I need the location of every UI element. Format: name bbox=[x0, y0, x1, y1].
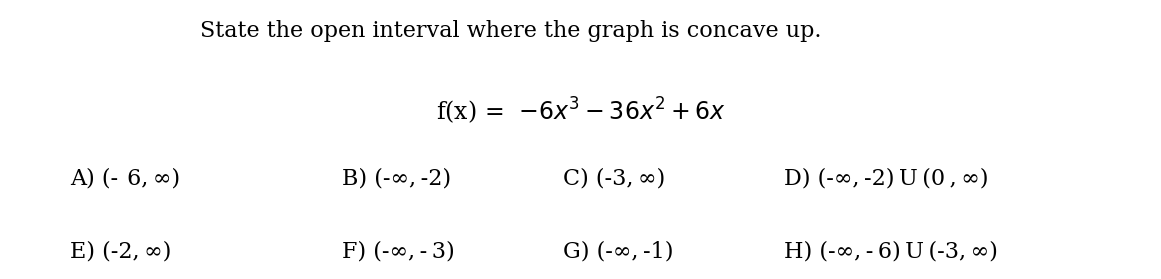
Text: C) (-3, ∞): C) (-3, ∞) bbox=[563, 168, 665, 189]
Text: D) (-∞, -2) U (0 , ∞): D) (-∞, -2) U (0 , ∞) bbox=[784, 168, 988, 189]
Text: A) (-  6, ∞): A) (- 6, ∞) bbox=[70, 168, 180, 189]
Text: G) (-∞, -1): G) (-∞, -1) bbox=[563, 240, 673, 262]
Text: F) (-∞, - 3): F) (-∞, - 3) bbox=[342, 240, 455, 262]
Text: H) (-∞, - 6) U (-3, ∞): H) (-∞, - 6) U (-3, ∞) bbox=[784, 240, 997, 262]
Text: f(x) =  $-6x^3 - 36x^2 + 6x$: f(x) = $-6x^3 - 36x^2 + 6x$ bbox=[435, 95, 726, 126]
Text: B) (-∞, -2): B) (-∞, -2) bbox=[342, 168, 452, 189]
Text: State the open interval where the graph is concave up.: State the open interval where the graph … bbox=[200, 20, 822, 42]
Text: E) (-2, ∞): E) (-2, ∞) bbox=[70, 240, 171, 262]
